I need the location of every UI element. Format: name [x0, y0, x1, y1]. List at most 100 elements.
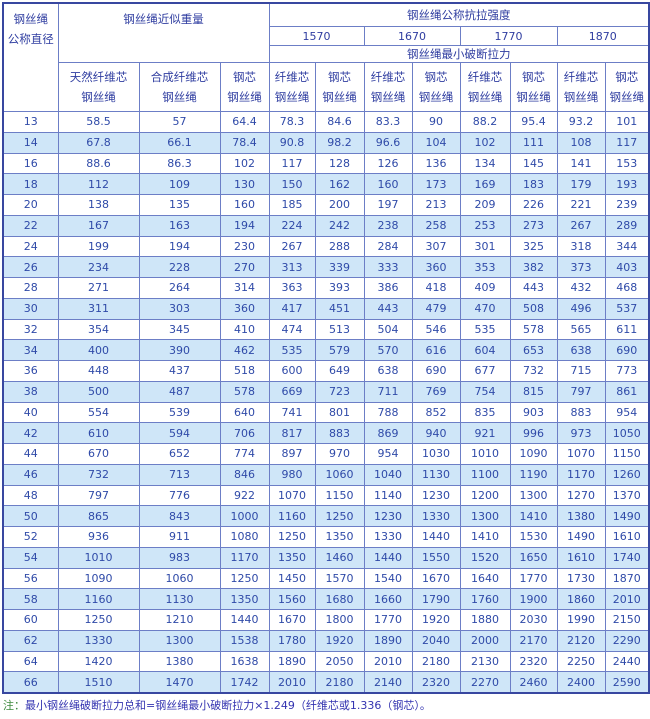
value-cell: 284	[363, 235, 413, 258]
value-cell: 611	[604, 318, 650, 341]
value-cell: 815	[509, 380, 558, 403]
value-cell: 270	[219, 256, 270, 278]
value-cell: 57	[138, 111, 221, 133]
value-cell: 145	[509, 152, 558, 175]
value-cell: 1730	[556, 567, 606, 590]
value-cell: 954	[604, 401, 650, 424]
value-cell: 432	[556, 277, 606, 299]
diameter-cell: 22	[2, 214, 59, 237]
value-cell: 418	[411, 277, 461, 299]
diameter-cell: 50	[2, 505, 59, 527]
value-cell: 1330	[363, 526, 413, 548]
value-cell: 723	[314, 380, 365, 403]
value-cell: 345	[138, 318, 221, 341]
value-cell: 1460	[314, 546, 365, 569]
value-cell: 1200	[459, 484, 511, 507]
value-cell: 353	[459, 256, 511, 278]
value-cell: 58.5	[57, 111, 140, 133]
value-cell: 267	[268, 235, 316, 258]
value-cell: 1470	[138, 671, 221, 694]
value-cell: 289	[604, 214, 650, 237]
value-cell: 2290	[604, 629, 650, 652]
table-row: 46 732 713 846 980 1060 1040 1130 1100 1190 1170 12…	[2, 463, 650, 486]
value-cell: 741	[268, 401, 316, 424]
value-cell: 373	[556, 256, 606, 278]
value-cell: 2440	[604, 650, 650, 673]
header-fiber-core-1570: 纤维芯 钢丝绳	[268, 62, 316, 112]
value-cell: 1170	[219, 546, 270, 569]
table-row: 56 1090 1060 1250 1450 1570 1540 1670 1640 1770 17…	[2, 567, 650, 590]
value-cell: 1130	[411, 463, 461, 486]
header-tensile-strength: 钢丝绳公称抗拉强度	[268, 2, 650, 27]
table-row: 34 400 390 462 535 579 570 616 604 653 638 690	[2, 339, 650, 361]
value-cell: 1250	[268, 526, 316, 548]
value-cell: 403	[604, 256, 650, 278]
value-cell: 579	[314, 339, 365, 361]
table-row: 24 199 194 230 267 288 284 307 301 325 318 344	[2, 235, 650, 258]
value-cell: 443	[509, 277, 558, 299]
value-cell: 102	[459, 131, 511, 154]
value-cell: 98.2	[314, 131, 365, 154]
value-cell: 344	[604, 235, 650, 258]
value-cell: 443	[363, 297, 413, 320]
value-cell: 852	[411, 401, 461, 424]
value-cell: 1410	[459, 526, 511, 548]
footnote-label: 注：	[3, 699, 25, 712]
value-cell: 604	[459, 339, 511, 361]
footnote-text: 最小钢丝绳破断拉力总和=钢丝绳最小破断拉力×1.249（纤维芯或1.336（钢芯…	[25, 699, 431, 712]
value-cell: 653	[509, 339, 558, 361]
value-cell: 258	[411, 214, 461, 237]
header-steel-core-1870: 钢芯 钢丝绳	[604, 62, 650, 112]
header-line: 钢丝绳	[467, 90, 503, 104]
table-row: 66 1510 1470 1742 2010 2180 2140 2320 2270 2460 24…	[2, 671, 650, 694]
value-cell: 2180	[314, 671, 365, 694]
value-cell: 1770	[509, 567, 558, 590]
value-cell: 179	[556, 173, 606, 195]
value-cell: 90.8	[268, 131, 316, 154]
value-cell: 2320	[411, 671, 461, 694]
header-steel-core-1570: 钢芯 钢丝绳	[314, 62, 365, 112]
header-approx-weight: 钢丝绳近似重量	[57, 2, 270, 63]
table-row: 30 311 303 360 417 451 443 479 470 508 496 537	[2, 297, 650, 320]
value-cell: 96.6	[363, 131, 413, 154]
value-cell: 271	[57, 277, 140, 299]
value-cell: 150	[268, 173, 316, 195]
value-cell: 1060	[314, 463, 365, 486]
value-cell: 638	[363, 360, 413, 382]
value-cell: 1080	[219, 526, 270, 548]
header-strength-1670: 1670	[363, 26, 461, 46]
value-cell: 238	[363, 214, 413, 237]
value-cell: 1230	[363, 505, 413, 527]
value-cell: 1300	[138, 629, 221, 652]
value-cell: 2120	[556, 629, 606, 652]
value-cell: 1230	[411, 484, 461, 507]
header-natural-fiber-core: 天然纤维芯 钢丝绳	[57, 62, 140, 112]
value-cell: 2000	[459, 629, 511, 652]
value-cell: 1740	[604, 546, 650, 569]
value-cell: 797	[57, 484, 140, 507]
value-cell: 797	[556, 380, 606, 403]
value-cell: 1150	[604, 443, 650, 465]
header-fiber-core-1770: 纤维芯 钢丝绳	[459, 62, 511, 112]
header-line: 钢丝绳	[162, 90, 197, 104]
header-line: 钢芯	[615, 70, 639, 84]
value-cell: 318	[556, 235, 606, 258]
value-cell: 1890	[268, 650, 316, 673]
table-row: 13 58.5 57 64.4 78.3 84.6 83.3 90 88.2 95.4 93.2 10…	[2, 111, 650, 133]
value-cell: 1440	[219, 609, 270, 631]
value-cell: 1490	[556, 526, 606, 548]
value-cell: 846	[219, 463, 270, 486]
value-cell: 1640	[459, 567, 511, 590]
value-cell: 1670	[268, 609, 316, 631]
value-cell: 126	[363, 152, 413, 175]
value-cell: 2140	[363, 671, 413, 694]
value-cell: 911	[138, 526, 221, 548]
diameter-cell: 38	[2, 380, 59, 403]
value-cell: 2040	[411, 629, 461, 652]
value-cell: 1380	[556, 505, 606, 527]
value-cell: 1330	[57, 629, 140, 652]
value-cell: 546	[411, 318, 461, 341]
value-cell: 954	[363, 443, 413, 465]
header-line: 纤维芯	[274, 70, 310, 84]
table-row: 42 610 594 706 817 883 869 940 921 996 973 1050	[2, 422, 650, 444]
